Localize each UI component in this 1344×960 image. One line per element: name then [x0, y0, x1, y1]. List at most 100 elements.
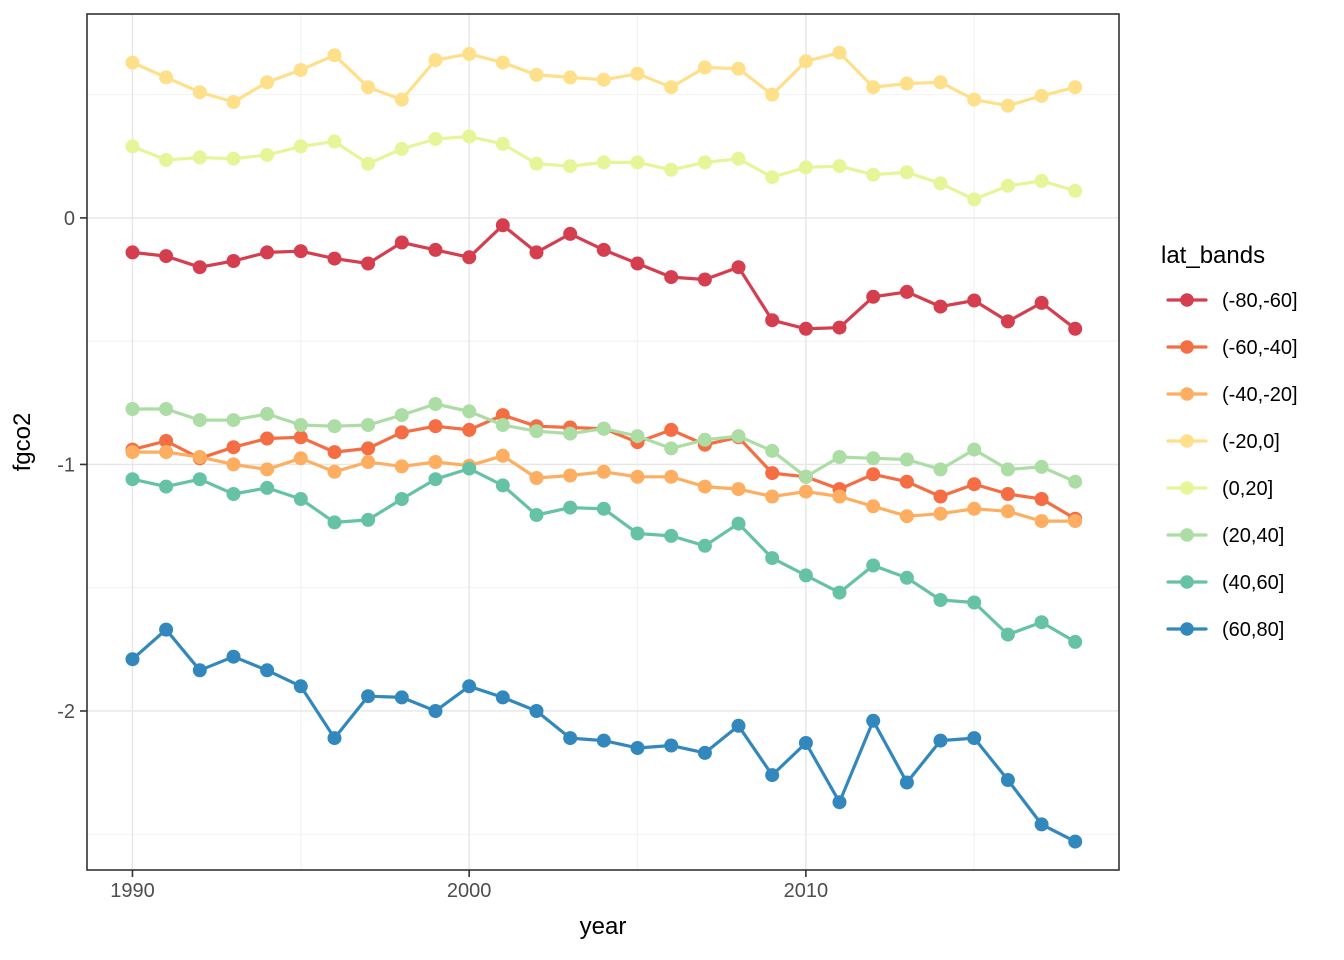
data-point — [125, 245, 140, 260]
data-point — [731, 260, 746, 275]
data-point — [327, 445, 342, 460]
data-point — [1000, 462, 1015, 477]
data-point — [1068, 834, 1083, 849]
data-point — [697, 272, 712, 287]
data-point — [765, 87, 780, 102]
data-point — [630, 256, 645, 271]
data-point — [1068, 634, 1083, 649]
data-point — [664, 738, 679, 753]
data-point — [260, 480, 275, 495]
data-point — [529, 156, 544, 171]
data-point — [596, 733, 611, 748]
data-point — [967, 92, 982, 107]
data-point — [832, 159, 847, 174]
data-point — [967, 442, 982, 457]
data-point — [899, 474, 914, 489]
data-point — [832, 450, 847, 464]
data-point — [361, 689, 376, 704]
data-point — [159, 249, 174, 264]
data-point — [899, 775, 914, 790]
data-point — [664, 422, 679, 437]
data-point — [529, 424, 544, 439]
data-point — [394, 492, 409, 506]
data-point — [697, 155, 712, 170]
data-point — [664, 270, 679, 285]
legend-item-label: (-80,-60] — [1222, 290, 1298, 312]
data-point — [361, 512, 376, 527]
data-point — [293, 139, 308, 154]
data-point — [664, 80, 679, 95]
data-point — [563, 500, 578, 515]
data-point — [630, 526, 645, 541]
data-point — [327, 464, 342, 479]
data-point — [260, 406, 275, 421]
data-point — [462, 404, 477, 419]
data-point — [495, 690, 510, 705]
data-point — [933, 489, 948, 504]
data-point — [428, 704, 443, 718]
data-point — [731, 718, 746, 733]
data-point — [529, 67, 544, 82]
data-point — [394, 92, 409, 107]
data-point — [1000, 487, 1015, 501]
data-point — [563, 468, 578, 483]
data-point — [125, 55, 140, 70]
data-point — [798, 160, 813, 175]
data-point — [327, 515, 342, 530]
data-point — [1068, 183, 1083, 198]
data-point — [596, 155, 611, 170]
y-tick-label: -2 — [57, 701, 75, 723]
data-point — [226, 487, 241, 501]
data-point — [630, 469, 645, 484]
data-point — [933, 75, 948, 90]
data-point — [1000, 627, 1015, 642]
data-point — [1068, 514, 1083, 529]
legend-item-label: (-60,-40] — [1222, 337, 1298, 359]
data-point — [765, 443, 780, 458]
data-point — [596, 421, 611, 436]
data-point — [428, 455, 443, 469]
data-point — [226, 649, 241, 664]
data-point — [192, 260, 207, 275]
data-point — [327, 48, 342, 63]
data-point — [1034, 514, 1049, 529]
data-point — [260, 245, 275, 260]
data-point — [226, 457, 241, 472]
data-point — [832, 320, 847, 335]
data-point — [462, 461, 477, 476]
data-point — [866, 467, 881, 482]
legend-title: lat_bands — [1161, 242, 1265, 269]
data-point — [159, 70, 174, 85]
data-point — [630, 741, 645, 755]
data-point — [697, 60, 712, 75]
data-point — [664, 441, 679, 456]
legend-marker-point — [1180, 575, 1194, 589]
data-point — [866, 499, 881, 514]
data-point — [563, 731, 578, 746]
data-point — [495, 448, 510, 463]
data-point — [1034, 817, 1049, 832]
legend-marker-point — [1180, 528, 1194, 542]
legend-marker-point — [1180, 434, 1194, 448]
data-point — [293, 244, 308, 259]
data-point — [933, 506, 948, 521]
data-point — [192, 150, 207, 165]
data-point — [361, 80, 376, 95]
data-point — [731, 482, 746, 497]
data-point — [125, 652, 140, 667]
data-point — [260, 148, 275, 162]
data-point — [293, 430, 308, 445]
data-point — [596, 72, 611, 87]
data-point — [260, 462, 275, 477]
data-point — [731, 429, 746, 444]
data-point — [1000, 773, 1015, 787]
data-point — [394, 690, 409, 705]
data-point — [899, 452, 914, 467]
data-point — [462, 679, 477, 694]
data-point — [933, 299, 948, 314]
data-point — [192, 450, 207, 464]
data-point — [1034, 173, 1049, 188]
data-point — [899, 284, 914, 299]
legend-item-label: (-40,-20] — [1222, 384, 1298, 406]
data-point — [226, 254, 241, 268]
